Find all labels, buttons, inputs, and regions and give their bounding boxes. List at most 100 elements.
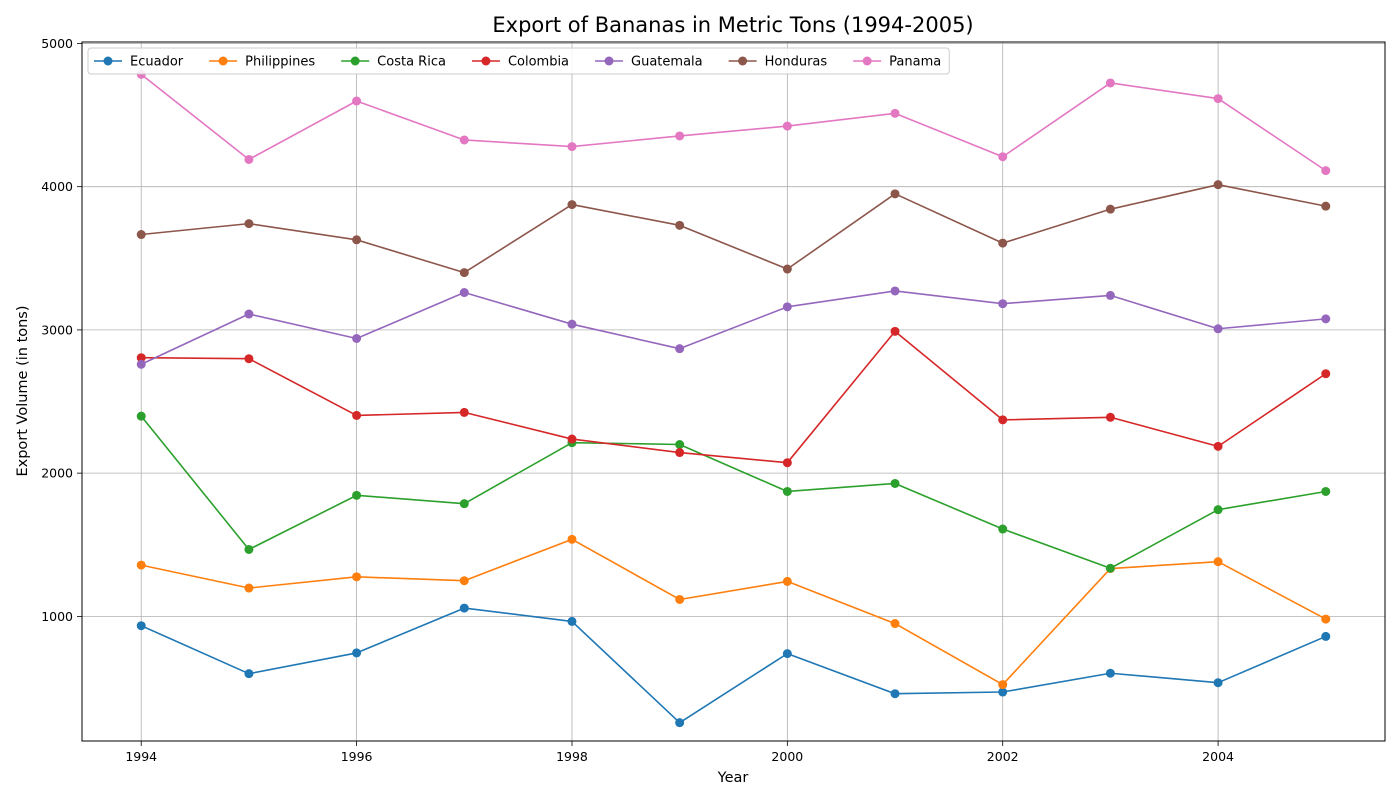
data-point-philippines	[1213, 557, 1223, 567]
data-point-panama	[782, 121, 792, 131]
data-point-ecuador	[244, 669, 254, 679]
y-tick-label: 5000	[41, 36, 73, 51]
legend-marker-ecuador	[103, 56, 113, 66]
y-tick-label: 4000	[41, 179, 73, 194]
data-point-philippines	[1321, 614, 1331, 624]
data-point-guatemala	[244, 309, 254, 319]
data-point-philippines	[136, 560, 146, 570]
data-point-honduras	[1213, 180, 1223, 190]
data-point-ecuador	[136, 621, 146, 631]
data-point-colombia	[675, 448, 685, 458]
y-tick-label: 3000	[41, 322, 73, 337]
x-tick-label: 2002	[987, 749, 1019, 764]
y-ticks: 1000 2000 3000 4000 5000	[41, 36, 82, 624]
legend-label-panama: Panama	[889, 55, 941, 70]
plot-frame	[81, 41, 1386, 742]
data-point-colombia	[1105, 412, 1115, 422]
data-point-costa-rica	[998, 524, 1008, 534]
chart-title: Export of Bananas in Metric Tons (1994-2…	[492, 13, 973, 37]
data-point-guatemala	[352, 334, 362, 344]
series-line-colombia	[141, 330, 1327, 464]
data-point-ecuador	[1105, 668, 1115, 678]
y-tick-label: 2000	[41, 466, 73, 481]
data-point-costa-rica	[459, 499, 469, 509]
legend-label-guatemala: Guatemala	[631, 55, 703, 70]
data-point-costa-rica	[890, 478, 900, 488]
data-point-colombia	[567, 434, 577, 444]
series-line-honduras	[141, 183, 1326, 274]
data-point-ecuador	[1213, 678, 1223, 688]
data-point-honduras	[136, 230, 146, 240]
data-point-costa-rica	[675, 439, 685, 449]
series-line-philippines	[141, 538, 1327, 686]
data-point-colombia	[459, 407, 469, 417]
data-point-guatemala	[782, 302, 792, 312]
series-line-costa-rica	[140, 415, 1326, 570]
data-point-panama	[244, 154, 254, 164]
data-point-colombia	[352, 410, 362, 420]
x-tick-label: 1998	[556, 749, 588, 764]
data-point-panama	[675, 131, 685, 141]
data-point-philippines	[890, 619, 900, 629]
legend: Ecuador Philippines Costa Rica Colombia Guat…	[87, 47, 950, 75]
data-point-guatemala	[1321, 314, 1331, 324]
data-point-philippines	[352, 572, 362, 582]
data-point-honduras	[459, 268, 469, 278]
series-group	[136, 69, 1331, 728]
data-point-honduras	[352, 235, 362, 245]
legend-label-philippines: Philippines	[245, 55, 315, 70]
legend-label-costa-rica: Costa Rica	[377, 55, 446, 70]
data-point-guatemala	[567, 319, 577, 329]
data-point-costa-rica	[1321, 486, 1331, 496]
x-tick-label: 1994	[125, 749, 157, 764]
data-point-ecuador	[352, 648, 362, 658]
data-point-guatemala	[136, 359, 146, 369]
data-point-honduras	[675, 220, 685, 230]
legend-label-honduras: Honduras	[765, 55, 828, 70]
data-point-honduras	[1105, 204, 1115, 214]
x-axis-label: Year	[717, 770, 749, 786]
legend-marker-costa-rica	[350, 56, 360, 66]
data-point-philippines	[459, 576, 469, 586]
data-point-philippines	[675, 594, 685, 604]
x-tick-label: 2004	[1202, 749, 1234, 764]
legend-marker-honduras	[738, 56, 748, 66]
data-point-honduras	[244, 219, 254, 229]
data-point-colombia	[136, 353, 146, 363]
data-point-costa-rica	[782, 486, 792, 496]
data-point-costa-rica	[136, 411, 146, 421]
legend-marker-philippines	[218, 56, 228, 66]
data-point-panama	[1213, 94, 1223, 104]
data-point-panama	[567, 142, 577, 152]
data-point-colombia	[782, 458, 792, 468]
data-point-philippines	[244, 583, 254, 593]
data-point-panama	[890, 108, 900, 118]
data-point-costa-rica	[1213, 505, 1223, 515]
series-line-panama	[140, 73, 1327, 172]
data-point-colombia	[890, 326, 900, 336]
series-line-ecuador	[140, 607, 1327, 724]
legend-marker-guatemala	[604, 56, 614, 66]
data-point-panama	[352, 96, 362, 106]
data-point-colombia	[1213, 441, 1223, 451]
data-point-colombia	[244, 354, 254, 364]
legend-label-ecuador: Ecuador	[130, 55, 184, 70]
legend-marker-panama	[862, 56, 872, 66]
data-point-costa-rica	[244, 544, 254, 554]
data-point-honduras	[998, 238, 1008, 248]
data-point-guatemala	[1105, 290, 1115, 300]
data-point-honduras	[782, 264, 792, 274]
data-point-honduras	[567, 200, 577, 210]
data-point-costa-rica	[352, 490, 362, 500]
legend-box	[87, 47, 950, 75]
x-tick-label: 1996	[341, 749, 373, 764]
data-point-panama	[998, 152, 1008, 162]
data-point-philippines	[998, 680, 1008, 690]
data-point-guatemala	[675, 344, 685, 354]
data-point-guatemala	[459, 288, 469, 298]
data-point-ecuador	[1321, 631, 1331, 641]
x-ticks: 1994 1996 1998 2000 2002 2004	[125, 741, 1234, 764]
data-point-panama	[459, 135, 469, 145]
